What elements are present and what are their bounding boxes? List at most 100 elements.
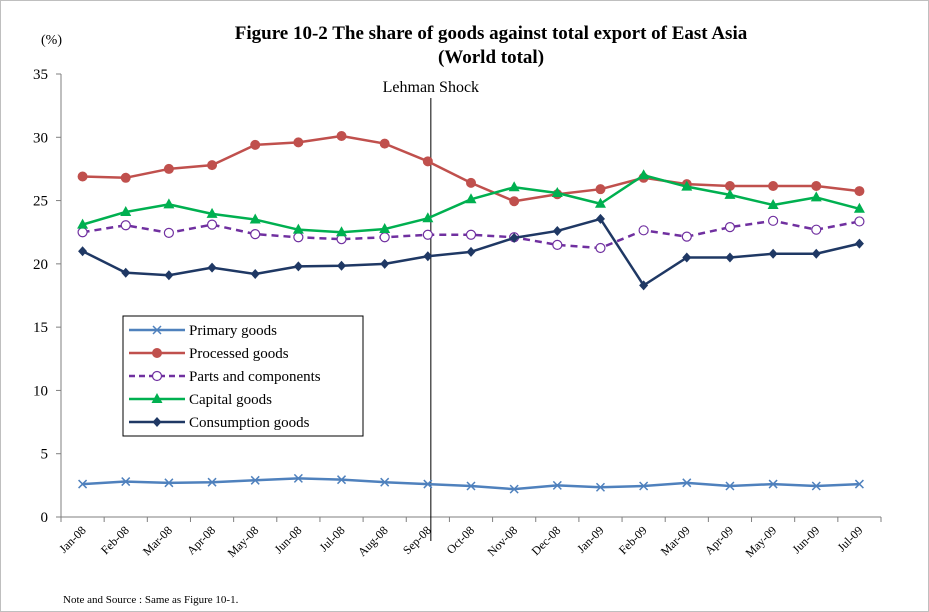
data-point [811,224,822,235]
legend-marker [152,325,162,335]
y-tick-label: 20 [33,257,48,273]
series-group [77,131,865,494]
data-point [423,251,433,262]
data-point [207,160,218,171]
legend-label: Processed goods [189,346,289,362]
data-point [595,242,606,254]
data-point [509,196,520,207]
data-point [811,481,821,491]
axes [56,73,882,522]
data-point [293,137,304,148]
legend-item: Processed goods [129,346,289,362]
data-point [77,218,89,229]
data-point [854,238,864,249]
data-point [681,180,693,191]
data-point [336,226,348,237]
legend-marker [151,393,163,403]
y-tick-label: 35 [33,67,48,83]
data-point [466,481,476,491]
data-point [250,475,260,485]
series-capital-goods [77,169,865,237]
data-point [594,197,606,208]
data-point [853,202,865,213]
x-tick-label: Mar-09 [658,523,693,558]
data-point [465,193,477,204]
data-point [681,231,692,242]
chart-title-line1: Figure 10-2 The share of goods against t… [235,23,748,44]
data-point [121,267,131,278]
x-tick-label: Jan-08 [56,523,89,556]
legend: Primary goods Processed goods Parts and co… [122,315,364,437]
legend-marker [152,417,162,427]
data-point [422,212,434,223]
chart-title-line2: (World total) [438,47,544,68]
x-tick-labels: Jan-08 Feb-08 Mar-08 Apr-08 May-08 Jun-08 Jul-… [56,523,865,560]
x-tick-label: Jul-08 [317,523,348,554]
data-point [337,260,347,271]
data-point [724,222,736,233]
data-point [639,481,649,491]
data-point [379,223,391,234]
legend-item: Primary goods [129,323,277,339]
x-tick-label: Apr-08 [184,523,218,557]
data-point [682,252,692,263]
data-point [854,479,864,489]
data-point [811,181,822,192]
y-tick-label: 25 [33,194,48,210]
data-point [768,248,778,259]
legend-item: Consumption goods [129,415,310,431]
y-axis-label: (%) [41,33,62,48]
lehman-shock-label: Lehman Shock [383,79,479,96]
data-point [552,225,562,236]
x-tick-label: Mar-08 [140,523,175,558]
data-point [725,252,735,263]
y-tick-label: 10 [33,383,48,399]
data-point [380,258,390,269]
x-tick-label: Feb-08 [98,523,132,557]
data-point [120,172,131,183]
x-tick-label: May-08 [225,523,262,560]
data-point [811,248,821,259]
data-point [164,270,174,281]
x-tick-label: Oct-08 [444,523,477,556]
data-point [206,219,218,230]
data-point [465,229,477,240]
legend-label: Parts and components [189,369,321,385]
data-point [207,262,217,273]
y-tick-label: 0 [41,510,49,526]
data-point [120,205,132,216]
legend-label: Consumption goods [189,415,310,431]
source-note: Note and Source : Same as Figure 10-1. [63,594,239,606]
data-point [77,171,88,182]
data-point [293,232,304,243]
data-point [423,479,433,489]
data-point [508,181,520,192]
data-point [250,139,261,150]
series-primary-goods [78,473,864,494]
y-tick-label: 5 [41,447,49,463]
x-tick-label: Jan-09 [574,523,607,556]
data-point [121,477,131,487]
data-point [163,163,174,174]
data-point [249,213,261,224]
x-tick-label: Feb-09 [616,523,650,557]
data-point [768,181,779,192]
data-point [379,232,390,243]
data-point [120,220,131,231]
data-point [163,198,175,209]
data-point [78,479,88,489]
data-point [293,473,303,483]
data-point [292,223,304,234]
data-point [207,477,217,487]
series-parts-and-components [77,215,865,254]
series-line [82,134,860,203]
y-tick-labels: 0 5 10 15 20 25 30 35 [33,67,48,526]
x-tick-label: Jul-09 [834,523,865,554]
data-point [206,207,218,218]
data-point [466,246,476,257]
data-point [336,131,347,142]
x-tick-label: Jun-08 [271,523,304,556]
data-point [336,475,347,485]
data-point [551,186,563,197]
data-point [164,478,174,488]
